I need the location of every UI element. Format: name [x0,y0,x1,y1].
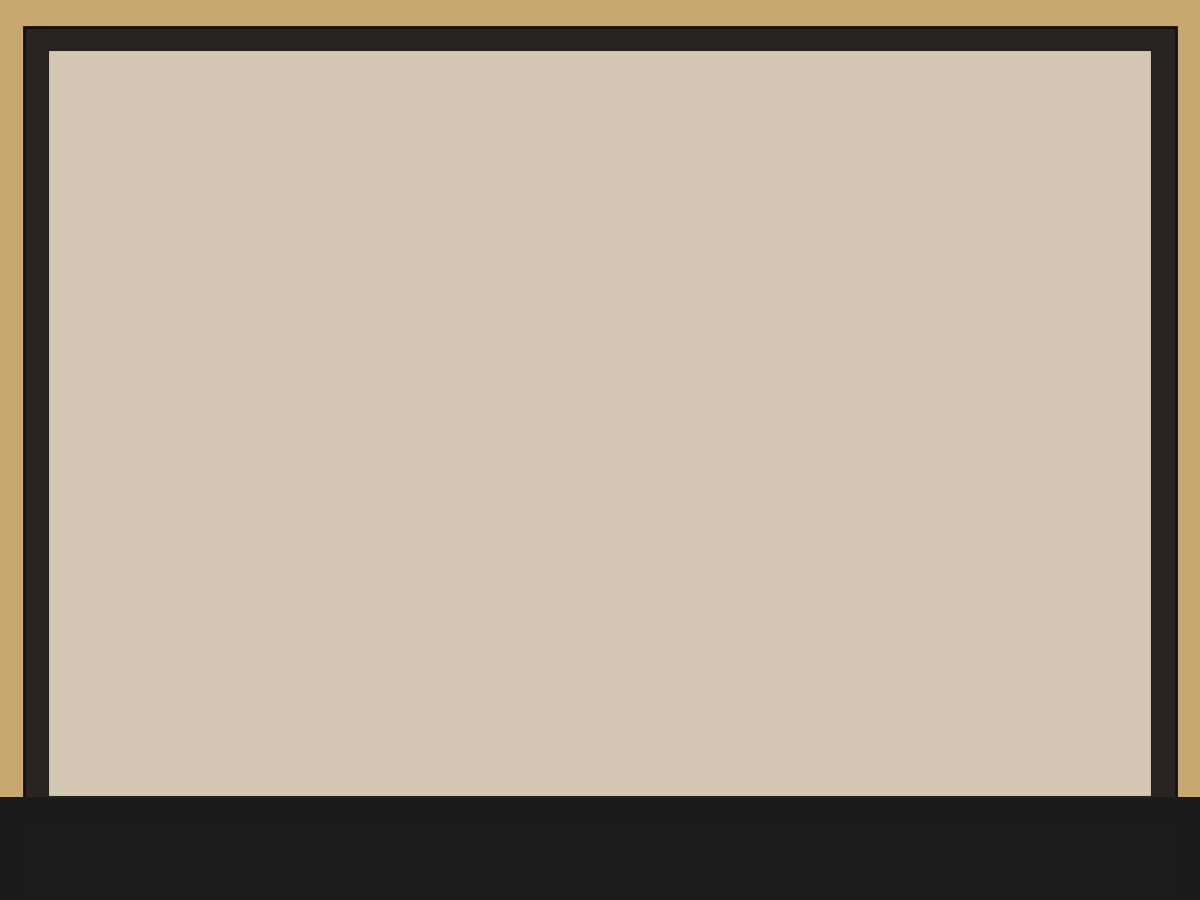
Text: –5: –5 [811,554,826,566]
Text: C  ■  webassign.net/web/Student/Assignment-Responses/submit?dep=30577: C ■ webassign.net/web/Student/Assignment… [148,63,499,72]
FancyBboxPatch shape [120,174,347,202]
Bar [587,754,613,789]
Text: Sketch the graph.: Sketch the graph. [86,220,217,235]
Bar [455,754,481,789]
Text: –10: –10 [312,632,334,644]
Text: ✗: ✗ [355,178,371,197]
Text: y: y [332,749,340,763]
Text: 5: 5 [326,397,334,410]
Text: –5: –5 [202,492,216,506]
Bar [137,54,744,82]
Text: (38) - armaan...   CAS Login - CAS – Centr...   ► YouTube   ⊙ Oracle PeopleSoft : (38) - armaan... CAS Login - CAS – Centr… [48,92,730,101]
Bar [487,754,514,789]
Bar [521,754,547,789]
Bar [421,754,448,789]
Text: y: y [349,276,359,292]
Text: x: x [527,495,536,509]
Text: x: x [1019,495,1028,509]
Text: 10: 10 [810,319,826,331]
Text: F9    F10    F11    F12    PrtScr    Insert    D: F9 F10 F11 F12 PrtScr Insert D [864,884,1069,894]
Text: –5: –5 [694,492,708,506]
Text: Microsoft Office Ho...   Highline College R: Microsoft Office Ho... Highline College … [766,63,938,72]
Text: DℕLL: DℕLL [563,848,637,871]
Bar [620,754,647,789]
Text: 0,2,–2, 1i, – 1i: 0,2,–2, 1i, – 1i [186,181,282,195]
Bar [553,754,580,789]
Text: Factor the polynomial and use the factored form to find the real zeros. (Enter y: Factor the polynomial and use the factor… [65,118,1009,130]
Text: P(x) = x⁴ – 3x² – 4: P(x) = x⁴ – 3x² – 4 [92,149,229,164]
Bar [653,754,679,789]
Text: x =: x = [86,180,118,195]
Text: 10: 10 [318,319,334,331]
Text: –10: –10 [804,632,826,644]
Text: y: y [824,749,832,763]
Text: 5: 5 [818,397,826,410]
Text: 5: 5 [961,492,970,506]
Text: –5: –5 [319,554,334,566]
Text: 5: 5 [469,492,478,506]
Text: y: y [841,276,851,292]
Text: 47°F  ∧  ○: 47°F ∧ ○ [1079,767,1130,777]
Text: ⊞  ⌕ Type here to search: ⊞ ⌕ Type here to search [70,767,197,777]
